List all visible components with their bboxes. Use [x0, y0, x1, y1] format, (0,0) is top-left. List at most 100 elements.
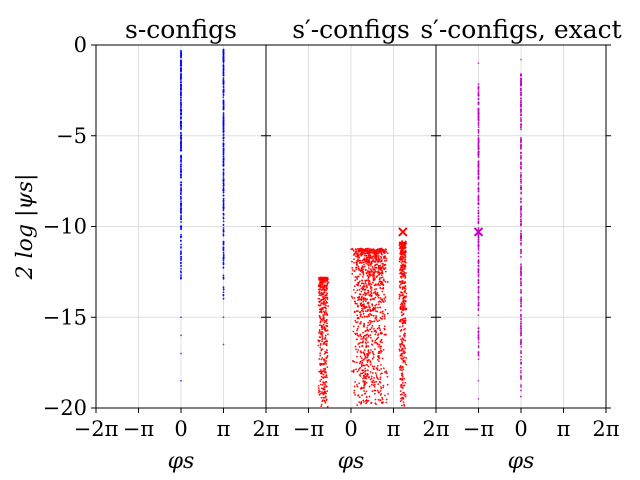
data-point — [180, 218, 182, 220]
data-point — [404, 289, 407, 292]
data-point — [322, 303, 325, 305]
data-point — [366, 369, 369, 372]
data-point — [320, 387, 323, 390]
data-point — [383, 298, 386, 300]
data-point — [354, 380, 357, 383]
data-point — [405, 272, 407, 274]
data-point — [180, 214, 182, 217]
data-point — [365, 402, 368, 405]
data-point — [361, 344, 364, 347]
data-point — [222, 291, 225, 294]
data-point — [358, 249, 360, 251]
data-point — [369, 334, 372, 336]
data-point — [369, 299, 372, 301]
data-point — [520, 369, 522, 372]
data-point — [373, 385, 376, 388]
data-point — [366, 400, 368, 403]
data-point — [358, 311, 361, 314]
data-point — [319, 324, 321, 327]
data-point — [477, 291, 480, 293]
data-point — [380, 338, 383, 341]
data-point — [321, 334, 324, 336]
data-point — [382, 367, 385, 370]
data-point — [321, 335, 324, 338]
data-point — [402, 359, 405, 362]
data-point — [520, 219, 522, 221]
data-point — [520, 180, 522, 183]
data-point — [369, 287, 372, 290]
data-point — [381, 315, 384, 318]
data-point — [222, 113, 225, 116]
data-point — [369, 336, 372, 339]
data-point — [222, 65, 225, 68]
data-point — [520, 239, 522, 241]
data-point — [520, 109, 522, 112]
data-point — [399, 308, 402, 311]
y-tick-label: −10 — [43, 215, 87, 239]
data-point — [402, 294, 404, 296]
data-point — [222, 276, 225, 279]
data-point — [180, 203, 182, 206]
data-point — [179, 192, 182, 195]
data-point — [380, 352, 382, 354]
data-point — [358, 280, 361, 283]
data-point — [357, 394, 360, 397]
data-point — [366, 271, 369, 274]
data-point — [327, 305, 329, 307]
data-point — [354, 302, 357, 305]
data-point — [384, 394, 386, 397]
data-point — [520, 290, 522, 293]
data-point — [477, 338, 480, 341]
data-point — [322, 381, 324, 384]
data-point — [365, 390, 368, 393]
data-point — [359, 360, 362, 363]
data-point — [477, 235, 480, 238]
data-point — [356, 317, 359, 320]
data-point — [378, 350, 380, 353]
data-point — [374, 304, 377, 307]
data-point — [326, 333, 329, 336]
panel-title: s′-configs, exact — [420, 15, 621, 44]
data-point — [222, 142, 225, 145]
data-point — [477, 211, 480, 214]
data-point — [371, 390, 374, 392]
data-point — [363, 263, 365, 266]
data-point — [365, 381, 368, 384]
data-point — [355, 255, 357, 258]
data-point — [477, 334, 480, 337]
data-point — [321, 328, 323, 330]
data-point — [520, 213, 522, 215]
data-point — [374, 290, 377, 293]
data-point — [222, 227, 225, 229]
data-point — [180, 239, 182, 242]
data-point — [365, 346, 367, 349]
data-point — [180, 106, 182, 109]
data-point — [180, 60, 182, 63]
data-point — [325, 287, 328, 290]
data-point — [351, 269, 354, 272]
data-point — [379, 347, 382, 350]
data-point — [377, 261, 380, 263]
data-point — [520, 280, 522, 283]
data-point — [377, 250, 380, 253]
data-point — [222, 288, 225, 290]
data-point — [369, 363, 372, 366]
data-point — [380, 271, 383, 274]
data-point — [400, 369, 403, 372]
data-point — [400, 311, 403, 314]
data-point — [364, 288, 367, 291]
data-point — [404, 300, 407, 303]
data-point — [373, 288, 376, 291]
data-point — [402, 247, 405, 250]
data-point — [399, 318, 402, 321]
data-point — [371, 357, 374, 360]
data-point — [477, 333, 480, 336]
data-point — [322, 280, 325, 283]
data-point — [366, 310, 369, 312]
data-point — [180, 202, 182, 205]
data-point — [320, 303, 322, 305]
data-point — [477, 161, 480, 164]
data-point — [322, 300, 325, 303]
data-point — [319, 370, 321, 373]
data-point — [520, 265, 523, 268]
